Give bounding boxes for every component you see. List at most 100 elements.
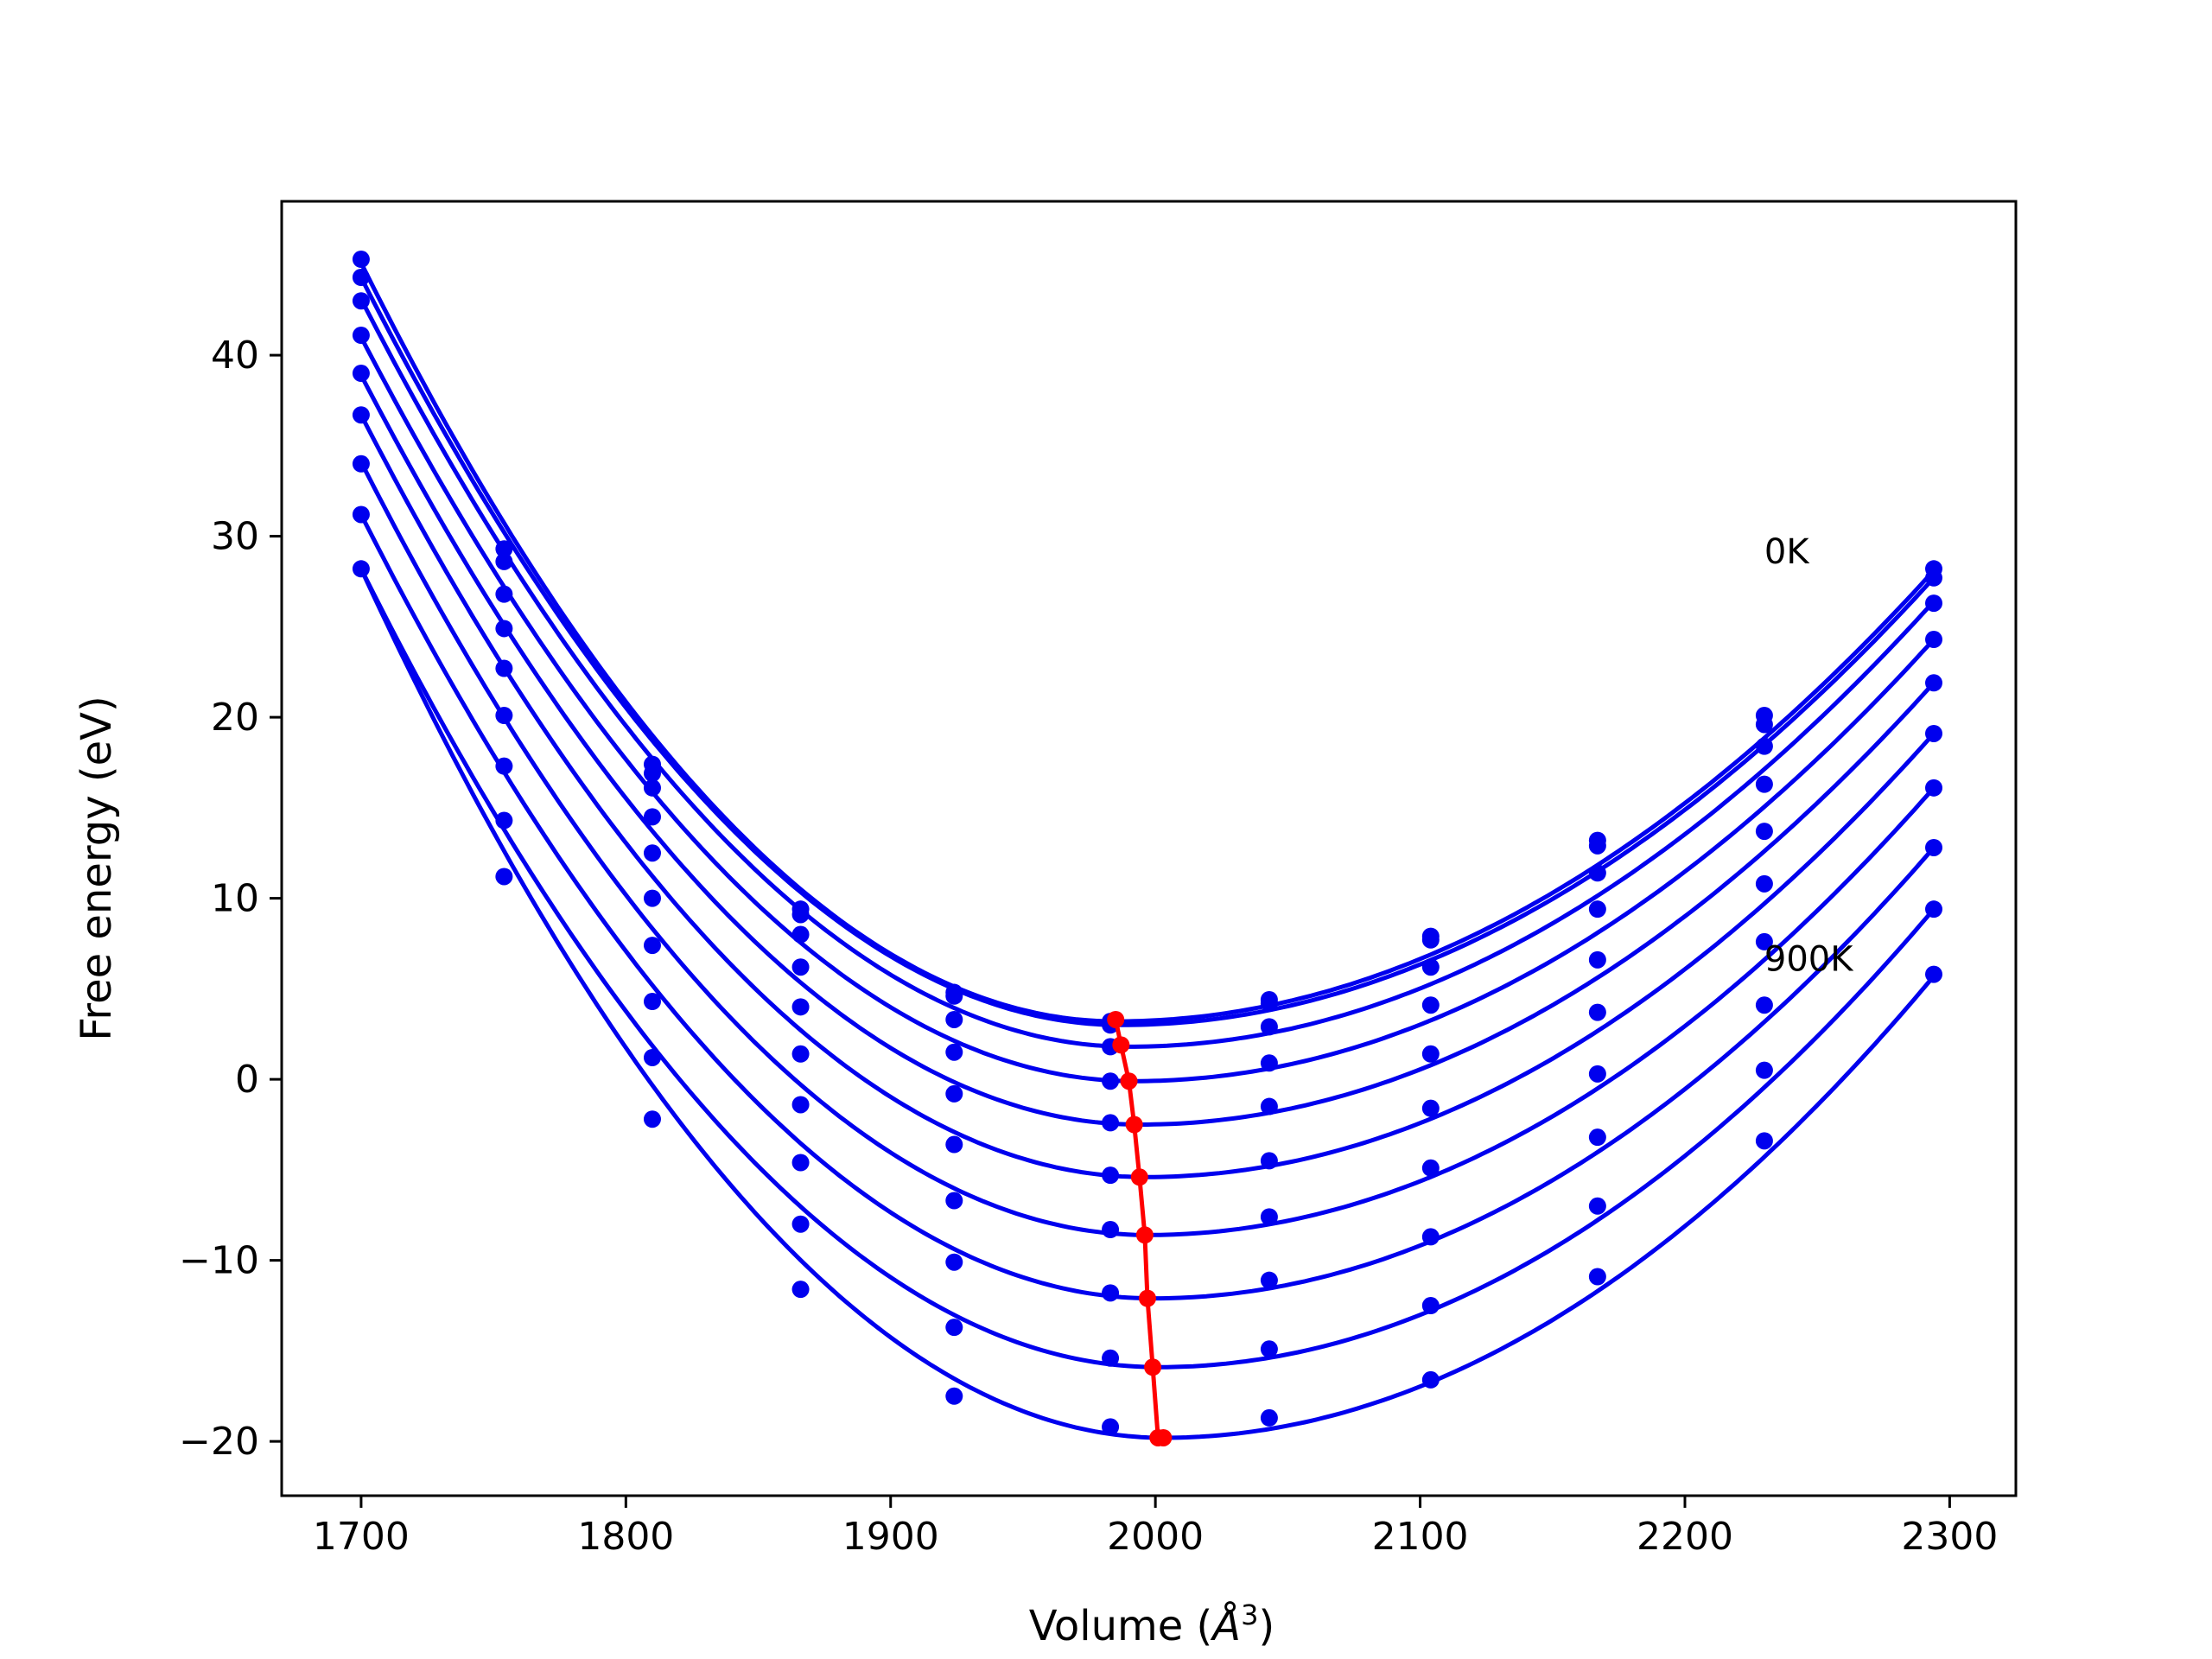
point-9-10	[1925, 965, 1943, 983]
point-7-0	[352, 505, 370, 524]
point-8-6	[1260, 1340, 1278, 1358]
minimum-point-9	[1154, 1428, 1173, 1446]
point-8-2	[643, 1048, 661, 1066]
point-3-5	[1102, 1072, 1120, 1090]
point-6-1	[495, 757, 513, 775]
point-6-0	[352, 454, 370, 473]
minimum-point-0	[1107, 1010, 1125, 1028]
point-0-1	[495, 540, 513, 558]
point-9-3	[791, 1281, 810, 1299]
point-5-10	[1925, 724, 1943, 742]
point-1-6	[1260, 995, 1278, 1013]
point-4-3	[791, 998, 810, 1016]
point-1-2	[643, 765, 661, 783]
point-4-2	[643, 844, 661, 862]
minimum-point-3	[1125, 1116, 1143, 1134]
point-7-7	[1421, 1228, 1440, 1246]
curve-9	[359, 568, 1936, 1440]
x-tick-label-0: 1700	[313, 1515, 410, 1559]
point-3-2	[643, 808, 661, 826]
point-7-2	[643, 993, 661, 1011]
point-1-8	[1588, 836, 1606, 855]
point-8-3	[791, 1215, 810, 1233]
annotations: 0K 900K	[1764, 532, 1854, 979]
point-5-3	[791, 1045, 810, 1063]
point-6-5	[1102, 1221, 1120, 1239]
point-6-10	[1925, 779, 1943, 797]
y-tick-label-6: 40	[211, 334, 259, 378]
point-7-10	[1925, 838, 1943, 856]
point-2-4	[945, 1010, 963, 1028]
point-4-9	[1755, 823, 1773, 841]
point-9-5	[1102, 1418, 1120, 1436]
curve-5	[359, 414, 1936, 1179]
point-2-8	[1588, 864, 1606, 882]
point-4-10	[1925, 674, 1943, 692]
point-7-9	[1755, 996, 1773, 1014]
point-2-0	[352, 292, 370, 310]
point-5-8	[1588, 1003, 1606, 1021]
point-7-3	[791, 1154, 810, 1172]
point-7-6	[1260, 1271, 1278, 1289]
y-tick-label-4: 20	[211, 696, 259, 740]
x-tick-label-6: 2300	[1901, 1515, 1998, 1559]
point-2-10	[1925, 594, 1943, 613]
point-4-8	[1588, 950, 1606, 969]
x-tick-label-2: 1900	[842, 1515, 939, 1559]
y-tick-label-3: 10	[211, 877, 259, 921]
point-9-8	[1588, 1268, 1606, 1286]
annotation-0: 0K	[1764, 532, 1810, 572]
point-4-6	[1260, 1097, 1278, 1116]
point-8-8	[1588, 1197, 1606, 1215]
y-tick-label-1: −10	[179, 1239, 259, 1283]
x-tick-label-4: 2100	[1372, 1515, 1469, 1559]
curve-2	[359, 297, 1936, 1049]
x-tick-label-1: 1800	[577, 1515, 674, 1559]
plot-frame	[280, 200, 2018, 1497]
point-8-5	[1102, 1349, 1120, 1367]
minimum-point-1	[1112, 1036, 1130, 1054]
point-5-4	[945, 1135, 963, 1154]
minimum-point-5	[1135, 1226, 1154, 1244]
point-1-0	[352, 268, 370, 286]
y-tick-label-2: 0	[235, 1058, 259, 1102]
curve-6	[359, 461, 1936, 1237]
point-7-5	[1102, 1284, 1120, 1302]
point-6-9	[1755, 932, 1773, 950]
point-1-10	[1925, 569, 1943, 587]
annotation-1: 900K	[1764, 939, 1854, 979]
point-0-0	[352, 251, 370, 269]
point-3-3	[791, 958, 810, 976]
point-5-5	[1102, 1166, 1120, 1185]
point-7-1	[495, 811, 513, 830]
point-4-4	[945, 1084, 963, 1103]
point-8-9	[1755, 1061, 1773, 1079]
point-8-10	[1925, 900, 1943, 918]
point-3-7	[1421, 996, 1440, 1014]
point-1-9	[1755, 715, 1773, 734]
curve-1	[359, 276, 1936, 1027]
y-axis-label: Free energy (eV)	[73, 696, 121, 1040]
point-3-0	[352, 327, 370, 345]
point-4-0	[352, 365, 370, 383]
y-tick-label-5: 30	[211, 515, 259, 559]
curve-4	[359, 373, 1936, 1127]
point-3-10	[1925, 631, 1943, 649]
curve-3	[359, 335, 1936, 1084]
point-5-2	[643, 889, 661, 907]
point-3-6	[1260, 1054, 1278, 1072]
point-5-7	[1421, 1099, 1440, 1117]
minima-path	[1113, 1019, 1164, 1440]
point-9-2	[643, 1110, 661, 1128]
point-7-8	[1588, 1128, 1606, 1147]
minimum-point-7	[1144, 1358, 1162, 1376]
point-5-1	[495, 707, 513, 725]
point-2-1	[495, 585, 513, 603]
point-3-9	[1755, 775, 1773, 793]
x-axis-label: Volume (Å3)	[1029, 1599, 1274, 1650]
point-6-4	[945, 1192, 963, 1210]
point-1-4	[945, 987, 963, 1005]
point-8-0	[352, 560, 370, 578]
point-1-1	[495, 552, 513, 570]
